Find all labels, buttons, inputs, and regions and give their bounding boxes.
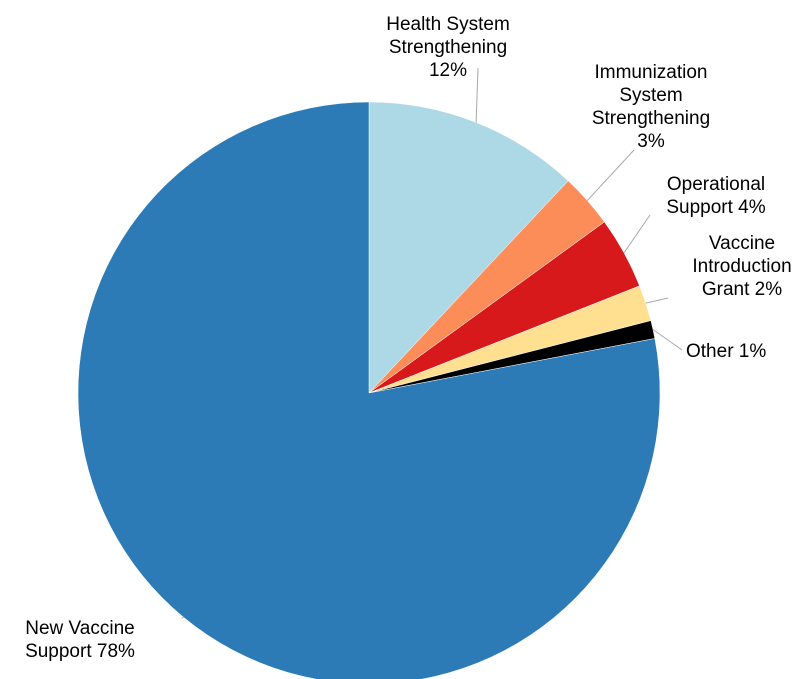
slice-label-line: 3% [637,131,665,152]
slice-label: Other 1% [686,341,766,362]
slice-label-line: Support 4% [666,197,765,218]
slice-label-line: Operational [667,174,765,195]
slice-label: New Vaccine Support 78% [25,618,135,662]
slice-label: Vaccine Introduction Grant 2% [692,233,791,300]
slice-label-line: Support 78% [25,641,135,662]
leader-line [475,67,479,123]
slice-label-line: New Vaccine [25,618,134,639]
slice-label: Health System Strengthening 12% [386,14,510,81]
leader-line [181,616,184,619]
slice-label-line: Strengthening [389,37,507,58]
slice-label-line: Health System [386,14,510,35]
pie-slice [77,101,661,679]
slice-label-line: System [619,85,682,106]
slice-label-line: Vaccine [709,233,775,254]
leader-line [586,149,635,201]
pie-slices [77,101,661,679]
slice-label-line: Immunization [595,62,708,83]
slice-label-line: Introduction [692,256,791,277]
slice-label: Immunization System Strengthening 3% [592,62,710,152]
slice-label-line: Grant 2% [702,279,782,300]
slice-label-line: Other 1% [686,341,766,362]
slice-labels: Health System Strengthening 12% Immunizatio… [25,14,792,662]
leader-line [652,329,683,351]
leader-lines [181,67,683,619]
slice-label-line: 12% [429,60,467,81]
slice-label: Operational Support 4% [666,174,765,218]
leader-line [623,214,651,254]
slice-label-line: Strengthening [592,108,710,129]
leader-line [645,297,669,304]
